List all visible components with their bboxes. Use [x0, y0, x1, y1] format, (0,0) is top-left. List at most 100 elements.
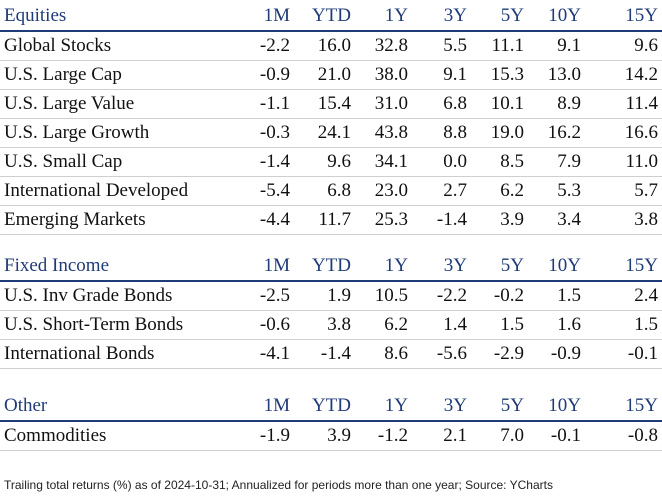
return-value: 2.7	[412, 176, 471, 206]
return-value: 10.5	[355, 281, 412, 311]
return-value: -5.6	[412, 339, 471, 369]
return-value: 16.2	[528, 118, 585, 148]
table-row: International Bonds -4.1 -1.4 8.6 -5.6 -2.9 -0…	[0, 339, 662, 369]
column-header-ytd: YTD	[294, 392, 355, 422]
table-row: U.S. Large Growth -0.3 24.1 43.8 8.8 19.0 16.2…	[0, 118, 662, 148]
return-value: 43.8	[355, 118, 412, 148]
return-value: 3.9	[471, 205, 528, 235]
return-value: 1.5	[471, 310, 528, 340]
return-value: -0.1	[585, 339, 662, 369]
table-row: U.S. Small Cap -1.4 9.6 34.1 0.0 8.5 7.9 11.0	[0, 147, 662, 177]
table-row: Global Stocks -2.2 16.0 32.8 5.5 11.1 9.1 9.6	[0, 31, 662, 61]
return-value: 1.4	[412, 310, 471, 340]
return-value: 15.4	[294, 89, 355, 119]
row-label: Emerging Markets	[0, 205, 236, 235]
return-value: 9.1	[528, 31, 585, 61]
return-value: 38.0	[355, 60, 412, 90]
row-label: Global Stocks	[0, 31, 236, 61]
return-value: 3.8	[294, 310, 355, 340]
row-label: International Developed	[0, 176, 236, 206]
column-header-1m: 1M	[236, 252, 294, 282]
section-header-row: Other 1M YTD 1Y 3Y 5Y 10Y 15Y	[0, 392, 662, 422]
return-value: 2.4	[585, 281, 662, 311]
table-row: Commodities -1.9 3.9 -1.2 2.1 7.0 -0.1 -0.8	[0, 421, 662, 451]
return-value: 5.3	[528, 176, 585, 206]
return-value: 14.2	[585, 60, 662, 90]
return-value: 23.0	[355, 176, 412, 206]
return-value: -1.1	[236, 89, 294, 119]
column-header-10y: 10Y	[528, 252, 585, 282]
return-value: 7.0	[471, 421, 528, 451]
footnote: Trailing total returns (%) as of 2024-10…	[4, 478, 553, 492]
table-row: U.S. Large Cap -0.9 21.0 38.0 9.1 15.3 13.0 14.…	[0, 60, 662, 90]
return-value: 11.7	[294, 205, 355, 235]
section-title-fixed-income: Fixed Income	[0, 252, 236, 282]
column-header-1y: 1Y	[355, 252, 412, 282]
table-row: Emerging Markets -4.4 11.7 25.3 -1.4 3.9 3.4 3.…	[0, 205, 662, 235]
return-value: 16.0	[294, 31, 355, 61]
return-value: 24.1	[294, 118, 355, 148]
section-header-row: Equities 1M YTD 1Y 3Y 5Y 10Y 15Y	[0, 2, 662, 32]
return-value: 19.0	[471, 118, 528, 148]
column-header-3y: 3Y	[412, 252, 471, 282]
column-header-15y: 15Y	[585, 2, 662, 32]
table-row: International Developed -5.4 6.8 23.0 2.7 6.2…	[0, 176, 662, 206]
row-label: U.S. Large Cap	[0, 60, 236, 90]
table-row: U.S. Short-Term Bonds -0.6 3.8 6.2 1.4 1.5 1.6…	[0, 310, 662, 340]
column-header-ytd: YTD	[294, 2, 355, 32]
return-value: 11.1	[471, 31, 528, 61]
return-value: 0.0	[412, 147, 471, 177]
column-header-10y: 10Y	[528, 2, 585, 32]
return-value: 7.9	[528, 147, 585, 177]
return-value: 6.8	[294, 176, 355, 206]
return-value: -1.4	[412, 205, 471, 235]
return-value: 9.6	[585, 31, 662, 61]
return-value: -4.1	[236, 339, 294, 369]
return-value: 15.3	[471, 60, 528, 90]
column-header-15y: 15Y	[585, 252, 662, 282]
return-value: -1.9	[236, 421, 294, 451]
row-label: U.S. Large Value	[0, 89, 236, 119]
return-value: -0.6	[236, 310, 294, 340]
return-value: 25.3	[355, 205, 412, 235]
return-value: -2.2	[236, 31, 294, 61]
return-value: 10.1	[471, 89, 528, 119]
return-value: 1.5	[585, 310, 662, 340]
return-value: -0.9	[528, 339, 585, 369]
return-value: 32.8	[355, 31, 412, 61]
return-value: 6.8	[412, 89, 471, 119]
return-value: 8.9	[528, 89, 585, 119]
return-value: 31.0	[355, 89, 412, 119]
return-value: 5.5	[412, 31, 471, 61]
return-value: -1.2	[355, 421, 412, 451]
column-header-10y: 10Y	[528, 392, 585, 422]
column-header-5y: 5Y	[471, 392, 528, 422]
row-label: U.S. Small Cap	[0, 147, 236, 177]
table-row: U.S. Inv Grade Bonds -2.5 1.9 10.5 -2.2 -0.2 1…	[0, 281, 662, 311]
return-value: 6.2	[471, 176, 528, 206]
return-value: -2.9	[471, 339, 528, 369]
column-header-1m: 1M	[236, 2, 294, 32]
fixed-income-table: Fixed Income 1M YTD 1Y 3Y 5Y 10Y 15Y U.S. Inv Gr…	[0, 252, 662, 369]
return-value: -0.2	[471, 281, 528, 311]
return-value: -0.3	[236, 118, 294, 148]
row-label: U.S. Large Growth	[0, 118, 236, 148]
column-header-5y: 5Y	[471, 252, 528, 282]
return-value: 8.8	[412, 118, 471, 148]
column-header-3y: 3Y	[412, 2, 471, 32]
return-value: 21.0	[294, 60, 355, 90]
return-value: 3.9	[294, 421, 355, 451]
return-value: -0.8	[585, 421, 662, 451]
return-value: -0.1	[528, 421, 585, 451]
return-value: -5.4	[236, 176, 294, 206]
return-value: 34.1	[355, 147, 412, 177]
return-value: 8.6	[355, 339, 412, 369]
return-value: 6.2	[355, 310, 412, 340]
column-header-ytd: YTD	[294, 252, 355, 282]
column-header-1m: 1M	[236, 392, 294, 422]
return-value: -1.4	[236, 147, 294, 177]
return-value: -4.4	[236, 205, 294, 235]
row-label: U.S. Inv Grade Bonds	[0, 281, 236, 311]
return-value: 3.4	[528, 205, 585, 235]
return-value: -1.4	[294, 339, 355, 369]
